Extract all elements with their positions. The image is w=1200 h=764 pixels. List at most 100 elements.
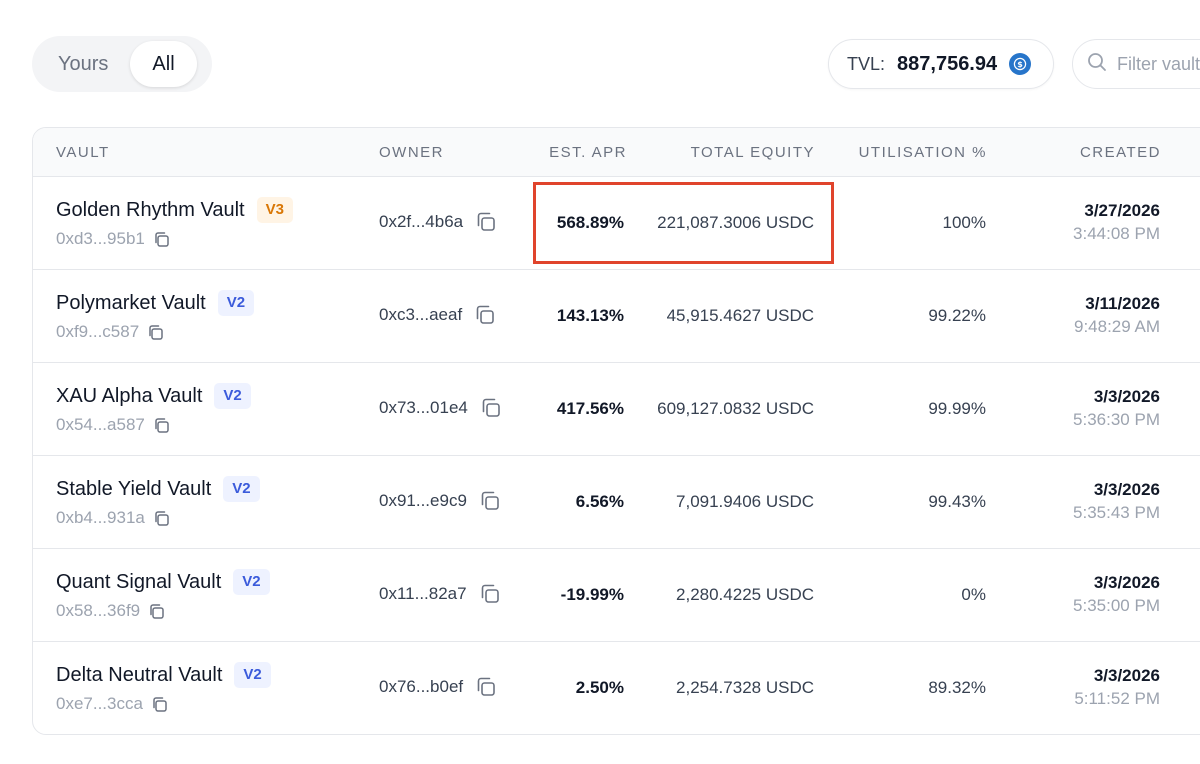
search-icon xyxy=(1087,52,1107,77)
owner-cell: 0x73...01e4 xyxy=(379,397,502,419)
filter-input[interactable] xyxy=(1117,53,1200,75)
created-date: 3/3/2026 xyxy=(1093,480,1160,499)
vault-name[interactable]: Golden Rhythm Vault xyxy=(56,198,245,221)
copy-icon[interactable] xyxy=(151,696,168,713)
created-date: 3/3/2026 xyxy=(1093,387,1160,406)
created-date: 3/3/2026 xyxy=(1093,666,1160,685)
copy-icon[interactable] xyxy=(475,676,497,698)
vault-address: 0xf9...c587 xyxy=(56,322,140,341)
table-row[interactable]: Delta Neutral Vault V2 0xe7...3cca 0x76.… xyxy=(33,642,1200,734)
vault-address: 0x54...a587 xyxy=(56,415,145,434)
version-badge: V2 xyxy=(214,383,251,409)
vault-name-cell: Polymarket Vault V2 xyxy=(56,290,255,316)
created-date: 3/27/2026 xyxy=(1084,201,1160,220)
owner-address: 0x73...01e4 xyxy=(379,398,468,417)
owner-address: 0x11...82a7 xyxy=(379,584,467,603)
vault-name[interactable]: Delta Neutral Vault xyxy=(56,663,223,686)
vault-address: 0xe7...3cca xyxy=(56,694,143,713)
vault-address: 0xd3...95b1 xyxy=(56,229,145,248)
utilisation-value: 99.99% xyxy=(928,399,986,418)
vault-name-cell: Quant Signal Vault V2 xyxy=(56,569,270,595)
created-time: 3:44:08 PM xyxy=(1073,224,1160,243)
utilisation-value: 99.43% xyxy=(928,492,986,511)
created-time: 5:35:00 PM xyxy=(1073,596,1160,615)
col-owner[interactable]: OWNER xyxy=(379,144,444,161)
created-cell: 3/3/2026 5:11:52 PM xyxy=(1074,666,1160,709)
table-row[interactable]: Polymarket Vault V2 0xf9...c587 0xc3...a… xyxy=(33,270,1200,363)
vault-address-cell: 0x54...a587 xyxy=(56,415,170,435)
table-header: VAULT OWNER EST. APR TOTAL EQUITY UTILIS… xyxy=(33,128,1200,177)
owner-cell: 0x11...82a7 xyxy=(379,583,501,605)
copy-icon[interactable] xyxy=(479,490,501,512)
equity-value: 7,091.9406 USDC xyxy=(676,492,814,511)
created-time: 5:35:43 PM xyxy=(1073,503,1160,522)
table-row[interactable]: Golden Rhythm Vault V3 0xd3...95b1 0x2f.… xyxy=(33,177,1200,270)
version-badge: V2 xyxy=(234,662,271,688)
copy-icon[interactable] xyxy=(153,510,170,527)
copy-icon[interactable] xyxy=(480,397,502,419)
version-badge: V3 xyxy=(256,197,293,223)
created-cell: 3/3/2026 5:36:30 PM xyxy=(1073,387,1160,430)
created-cell: 3/3/2026 5:35:43 PM xyxy=(1073,480,1160,523)
utilisation-value: 100% xyxy=(942,213,986,232)
copy-icon[interactable] xyxy=(479,583,501,605)
vault-address: 0xb4...931a xyxy=(56,508,145,527)
copy-icon[interactable] xyxy=(474,304,496,326)
version-badge: V2 xyxy=(223,476,260,502)
tvl-label: TVL: xyxy=(847,53,886,74)
copy-icon[interactable] xyxy=(147,324,164,341)
vault-name[interactable]: XAU Alpha Vault xyxy=(56,384,203,407)
col-created[interactable]: CREATED xyxy=(1079,144,1161,161)
utilisation-value: 89.32% xyxy=(928,678,986,697)
toggle-yours[interactable]: Yours xyxy=(36,41,130,87)
copy-icon[interactable] xyxy=(153,231,170,248)
vault-name-cell: Golden Rhythm Vault V3 xyxy=(56,197,293,223)
vault-address-cell: 0xd3...95b1 xyxy=(56,229,170,249)
filter-box xyxy=(1072,39,1200,89)
usdc-coin-icon: $ xyxy=(1009,53,1032,75)
equity-value: 2,254.7328 USDC xyxy=(676,678,814,697)
table-row[interactable]: Stable Yield Vault V2 0xb4...931a 0x91..… xyxy=(33,456,1200,549)
copy-icon[interactable] xyxy=(153,417,170,434)
vault-name[interactable]: Quant Signal Vault xyxy=(56,570,222,593)
col-apr[interactable]: EST. APR xyxy=(549,144,627,161)
equity-value: 221,087.3006 USDC xyxy=(657,213,814,232)
table-row[interactable]: Quant Signal Vault V2 0x58...36f9 0x11..… xyxy=(33,549,1200,642)
owner-cell: 0x2f...4b6a xyxy=(379,211,497,233)
created-date: 3/11/2026 xyxy=(1085,294,1160,313)
apr-value: -19.99% xyxy=(560,585,624,604)
owner-address: 0x2f...4b6a xyxy=(379,212,464,231)
owner-address: 0x76...b0ef xyxy=(379,677,464,696)
owner-cell: 0xc3...aeaf xyxy=(379,304,496,326)
vault-name-cell: Stable Yield Vault V2 xyxy=(56,476,260,502)
created-time: 5:11:52 PM xyxy=(1074,689,1160,708)
created-time: 9:48:29 AM xyxy=(1073,317,1160,336)
apr-value: 417.56% xyxy=(556,399,624,418)
copy-icon[interactable] xyxy=(475,211,497,233)
col-equity[interactable]: TOTAL EQUITY xyxy=(690,144,815,161)
ownership-toggle: Yours All xyxy=(32,36,212,92)
vault-address-cell: 0xf9...c587 xyxy=(56,322,164,342)
vault-name-cell: Delta Neutral Vault V2 xyxy=(56,662,271,688)
created-cell: 3/27/2026 3:44:08 PM xyxy=(1073,201,1160,244)
owner-address: 0xc3...aeaf xyxy=(379,305,463,324)
table-row[interactable]: XAU Alpha Vault V2 0x54...a587 0x73...01… xyxy=(33,363,1200,456)
created-cell: 3/3/2026 5:35:00 PM xyxy=(1073,573,1160,616)
created-cell: 3/11/2026 9:48:29 AM xyxy=(1074,294,1160,337)
apr-value: 143.13% xyxy=(556,306,624,325)
toggle-all[interactable]: All xyxy=(130,41,197,87)
col-utilisation[interactable]: UTILISATION % xyxy=(858,144,987,161)
copy-icon[interactable] xyxy=(148,603,165,620)
version-badge: V2 xyxy=(217,290,255,316)
equity-value: 609,127.0832 USDC xyxy=(657,399,814,418)
apr-value: 6.56% xyxy=(575,492,624,511)
equity-value: 2,280.4225 USDC xyxy=(676,585,814,604)
vault-name[interactable]: Stable Yield Vault xyxy=(56,477,212,500)
col-vault[interactable]: VAULT xyxy=(56,144,110,161)
table-body: Golden Rhythm Vault V3 0xd3...95b1 0x2f.… xyxy=(33,177,1200,734)
utilisation-value: 0% xyxy=(961,585,986,604)
vault-name[interactable]: Polymarket Vault xyxy=(56,291,206,314)
tvl-pill: TVL: 887,756.94 $ xyxy=(828,39,1054,89)
